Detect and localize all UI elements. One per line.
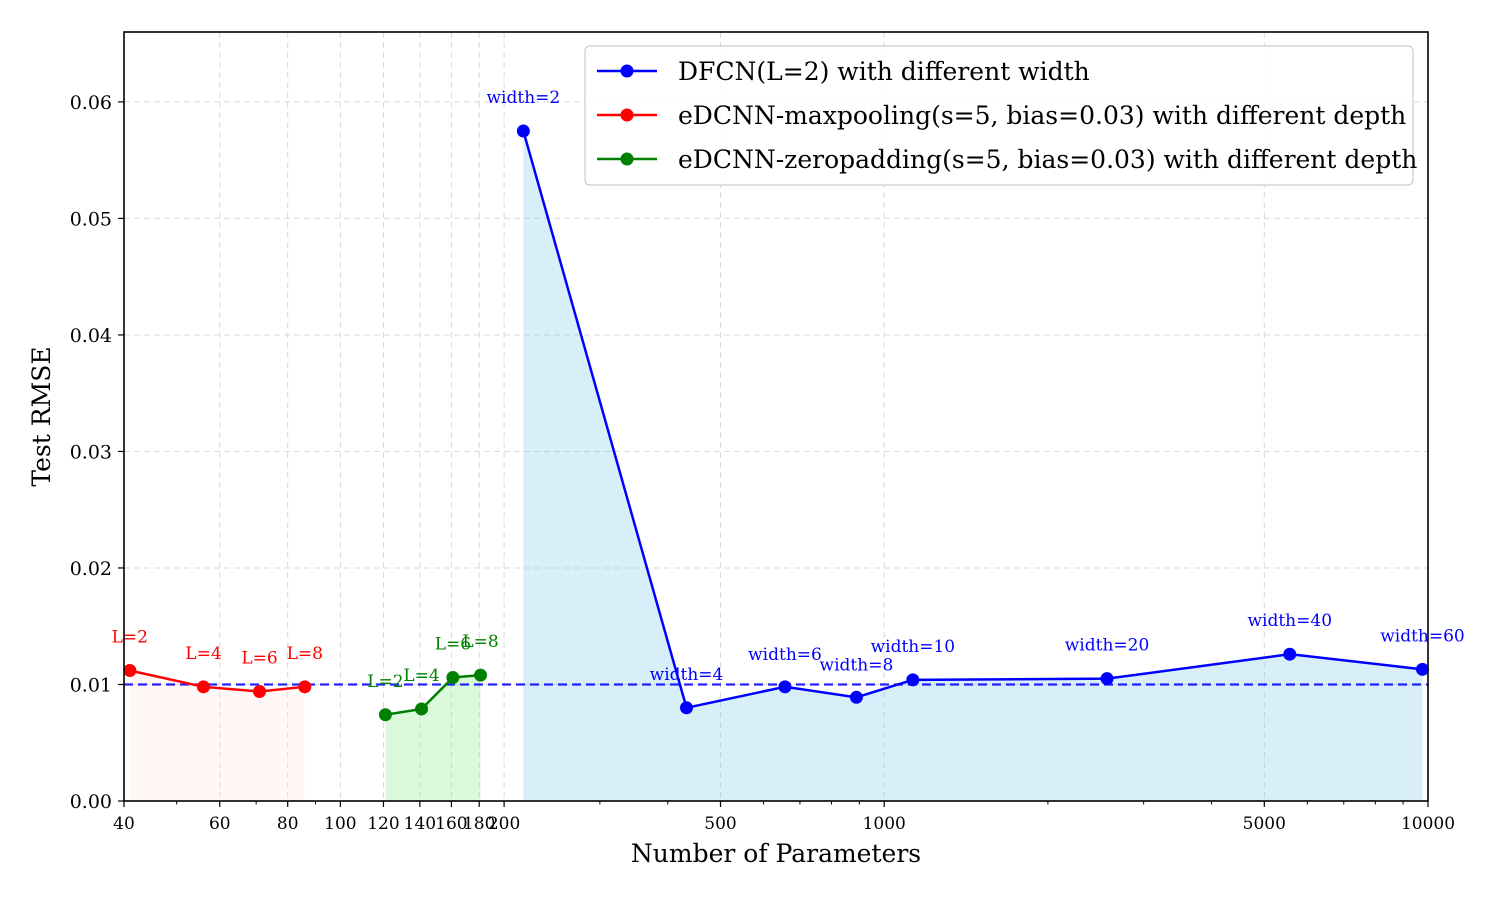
point-annotation: L=2 (112, 628, 148, 648)
legend-entry-label: eDCNN-maxpooling(s=5, bias=0.03) with di… (678, 101, 1406, 130)
data-point (1100, 672, 1114, 686)
x-tick-label: 100 (324, 814, 356, 834)
point-annotation: L=6 (435, 634, 471, 654)
series-line (129, 669, 305, 693)
point-annotation: L=2 (367, 672, 403, 692)
x-tick-label: 200 (488, 814, 520, 834)
data-point (446, 670, 460, 684)
data-point (680, 701, 694, 715)
legend-marker (620, 64, 634, 78)
series-area-fill (523, 131, 1423, 802)
y-tick-label: 0.00 (70, 791, 112, 813)
point-annotation: L=8 (287, 644, 323, 664)
legend-entry-label: eDCNN-zeropadding(s=5, bias=0.03) with d… (678, 145, 1417, 174)
x-tick-label: 120 (367, 814, 399, 834)
legend-marker (620, 108, 634, 122)
x-tick-label: 60 (209, 814, 231, 834)
point-annotation: L=4 (185, 644, 221, 664)
data-point (778, 680, 792, 694)
data-point (253, 684, 267, 698)
x-tick-label: 500 (704, 814, 736, 834)
data-point (906, 673, 920, 687)
data-point (415, 702, 429, 716)
x-tick-label: 160 (435, 814, 467, 834)
series-line (522, 130, 1423, 710)
data-point (123, 664, 137, 678)
data-point (1283, 647, 1297, 661)
data-point (196, 680, 210, 694)
y-tick-label: 0.01 (70, 674, 112, 696)
x-tick-label: 180 (463, 814, 495, 834)
y-tick-label: 0.05 (70, 208, 112, 230)
legend-box (584, 45, 1414, 186)
point-annotation: width=4 (650, 665, 724, 685)
point-annotation: width=8 (820, 655, 894, 675)
point-annotation: width=2 (487, 88, 561, 108)
fill-layer (129, 131, 1423, 802)
point-annotation: L=8 (462, 632, 498, 652)
point-annotation: width=6 (748, 645, 822, 665)
legend-entry-label: DFCN(L=2) with different width (678, 57, 1090, 86)
point-annotation: width=10 (871, 637, 956, 657)
plot-frame (123, 31, 1429, 802)
series-line (385, 673, 481, 717)
x-tick-label: 10000 (1401, 814, 1455, 834)
series-area-fill (129, 670, 305, 801)
y-tick-label: 0.06 (70, 92, 112, 114)
point-annotation: width=20 (1065, 636, 1150, 656)
y-tick-label: 0.04 (70, 325, 112, 347)
point-annotation: L=6 (241, 648, 277, 668)
y-tick-label: 0.02 (70, 558, 112, 580)
series-area-fill (385, 675, 481, 801)
data-point (474, 668, 488, 682)
legend: DFCN(L=2) with different width eDCNN-maxp… (584, 45, 1417, 186)
point-annotation: L=4 (403, 666, 439, 686)
series-layer (123, 124, 1429, 722)
x-tick-label: 5000 (1243, 814, 1286, 834)
x-tick-label: 140 (404, 814, 436, 834)
legend-marker (620, 152, 634, 166)
y-axis-label: Test RMSE (27, 346, 56, 486)
data-point (516, 124, 530, 138)
data-point (378, 708, 392, 722)
x-axis-label: Number of Parameters (631, 839, 921, 868)
x-tick-label: 40 (113, 814, 135, 834)
x-tick-label: 1000 (863, 814, 906, 834)
data-point (849, 690, 863, 704)
point-annotation: width=60 (1380, 626, 1465, 646)
x-tick-label: 80 (277, 814, 299, 834)
data-point (298, 680, 312, 694)
y-tick-label: 0.03 (70, 441, 112, 463)
data-point (1415, 662, 1429, 676)
point-annotation: width=40 (1247, 611, 1332, 631)
